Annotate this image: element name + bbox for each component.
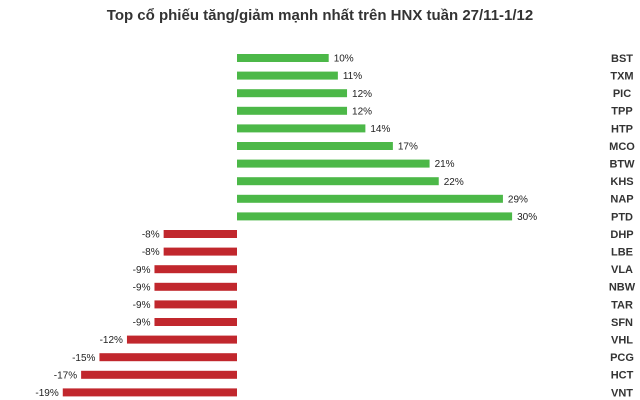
value-label: -19% bbox=[35, 388, 58, 399]
category-label: PCG bbox=[610, 352, 634, 364]
bar bbox=[237, 71, 338, 80]
category-label: BTW bbox=[609, 159, 635, 171]
category-label: NAP bbox=[610, 194, 633, 206]
category-label: TAR bbox=[611, 299, 633, 311]
value-label: 22% bbox=[444, 177, 464, 188]
bar bbox=[99, 353, 237, 362]
bar bbox=[237, 106, 348, 115]
value-label: -8% bbox=[142, 247, 160, 258]
bar bbox=[154, 265, 237, 274]
category-label: VNT bbox=[611, 387, 633, 399]
value-label: 29% bbox=[508, 194, 528, 205]
bar bbox=[237, 212, 513, 221]
category-label: SFN bbox=[611, 317, 633, 329]
value-label: -12% bbox=[100, 335, 123, 346]
bar bbox=[237, 124, 366, 133]
category-label: MCO bbox=[609, 141, 635, 153]
category-label: TXM bbox=[610, 71, 633, 83]
bar bbox=[62, 388, 237, 397]
chart-title: Top cổ phiếu tăng/giảm mạnh nhất trên HN… bbox=[107, 7, 533, 24]
category-label: PTD bbox=[611, 211, 633, 223]
category-label: HCT bbox=[611, 370, 634, 382]
bar bbox=[126, 335, 237, 344]
bar bbox=[163, 230, 237, 238]
category-label: LBE bbox=[611, 247, 633, 259]
value-label: 12% bbox=[352, 106, 372, 117]
category-label: VLA bbox=[611, 264, 633, 276]
bar bbox=[237, 177, 439, 186]
value-label: -9% bbox=[133, 300, 151, 311]
category-label: NBW bbox=[609, 282, 636, 294]
value-label: -9% bbox=[133, 265, 151, 276]
value-label: 14% bbox=[370, 124, 390, 135]
value-label: -9% bbox=[133, 282, 151, 293]
category-label: KHS bbox=[610, 176, 633, 188]
value-label: -8% bbox=[142, 230, 160, 241]
value-label: 17% bbox=[398, 142, 418, 153]
bar bbox=[163, 247, 237, 256]
bar bbox=[237, 159, 430, 168]
category-label: BST bbox=[611, 53, 633, 65]
bar bbox=[237, 142, 393, 150]
value-label: -15% bbox=[72, 353, 95, 364]
value-label: 21% bbox=[435, 159, 455, 170]
bar bbox=[81, 370, 237, 379]
bar bbox=[154, 282, 237, 291]
value-label: 30% bbox=[517, 212, 537, 223]
bar bbox=[154, 318, 237, 326]
value-label: 10% bbox=[334, 54, 354, 65]
category-label: VHL bbox=[611, 335, 633, 347]
bar bbox=[237, 89, 348, 98]
category-label: DHP bbox=[610, 229, 633, 241]
value-label: -9% bbox=[133, 318, 151, 329]
value-label: -17% bbox=[54, 370, 77, 381]
value-label: 11% bbox=[343, 71, 362, 82]
bar bbox=[154, 300, 237, 309]
value-label: 12% bbox=[352, 89, 372, 100]
bar bbox=[237, 54, 329, 62]
category-label: PIC bbox=[613, 88, 631, 100]
category-label: HTP bbox=[611, 123, 633, 135]
category-label: TPP bbox=[611, 106, 632, 118]
bar bbox=[237, 194, 503, 203]
